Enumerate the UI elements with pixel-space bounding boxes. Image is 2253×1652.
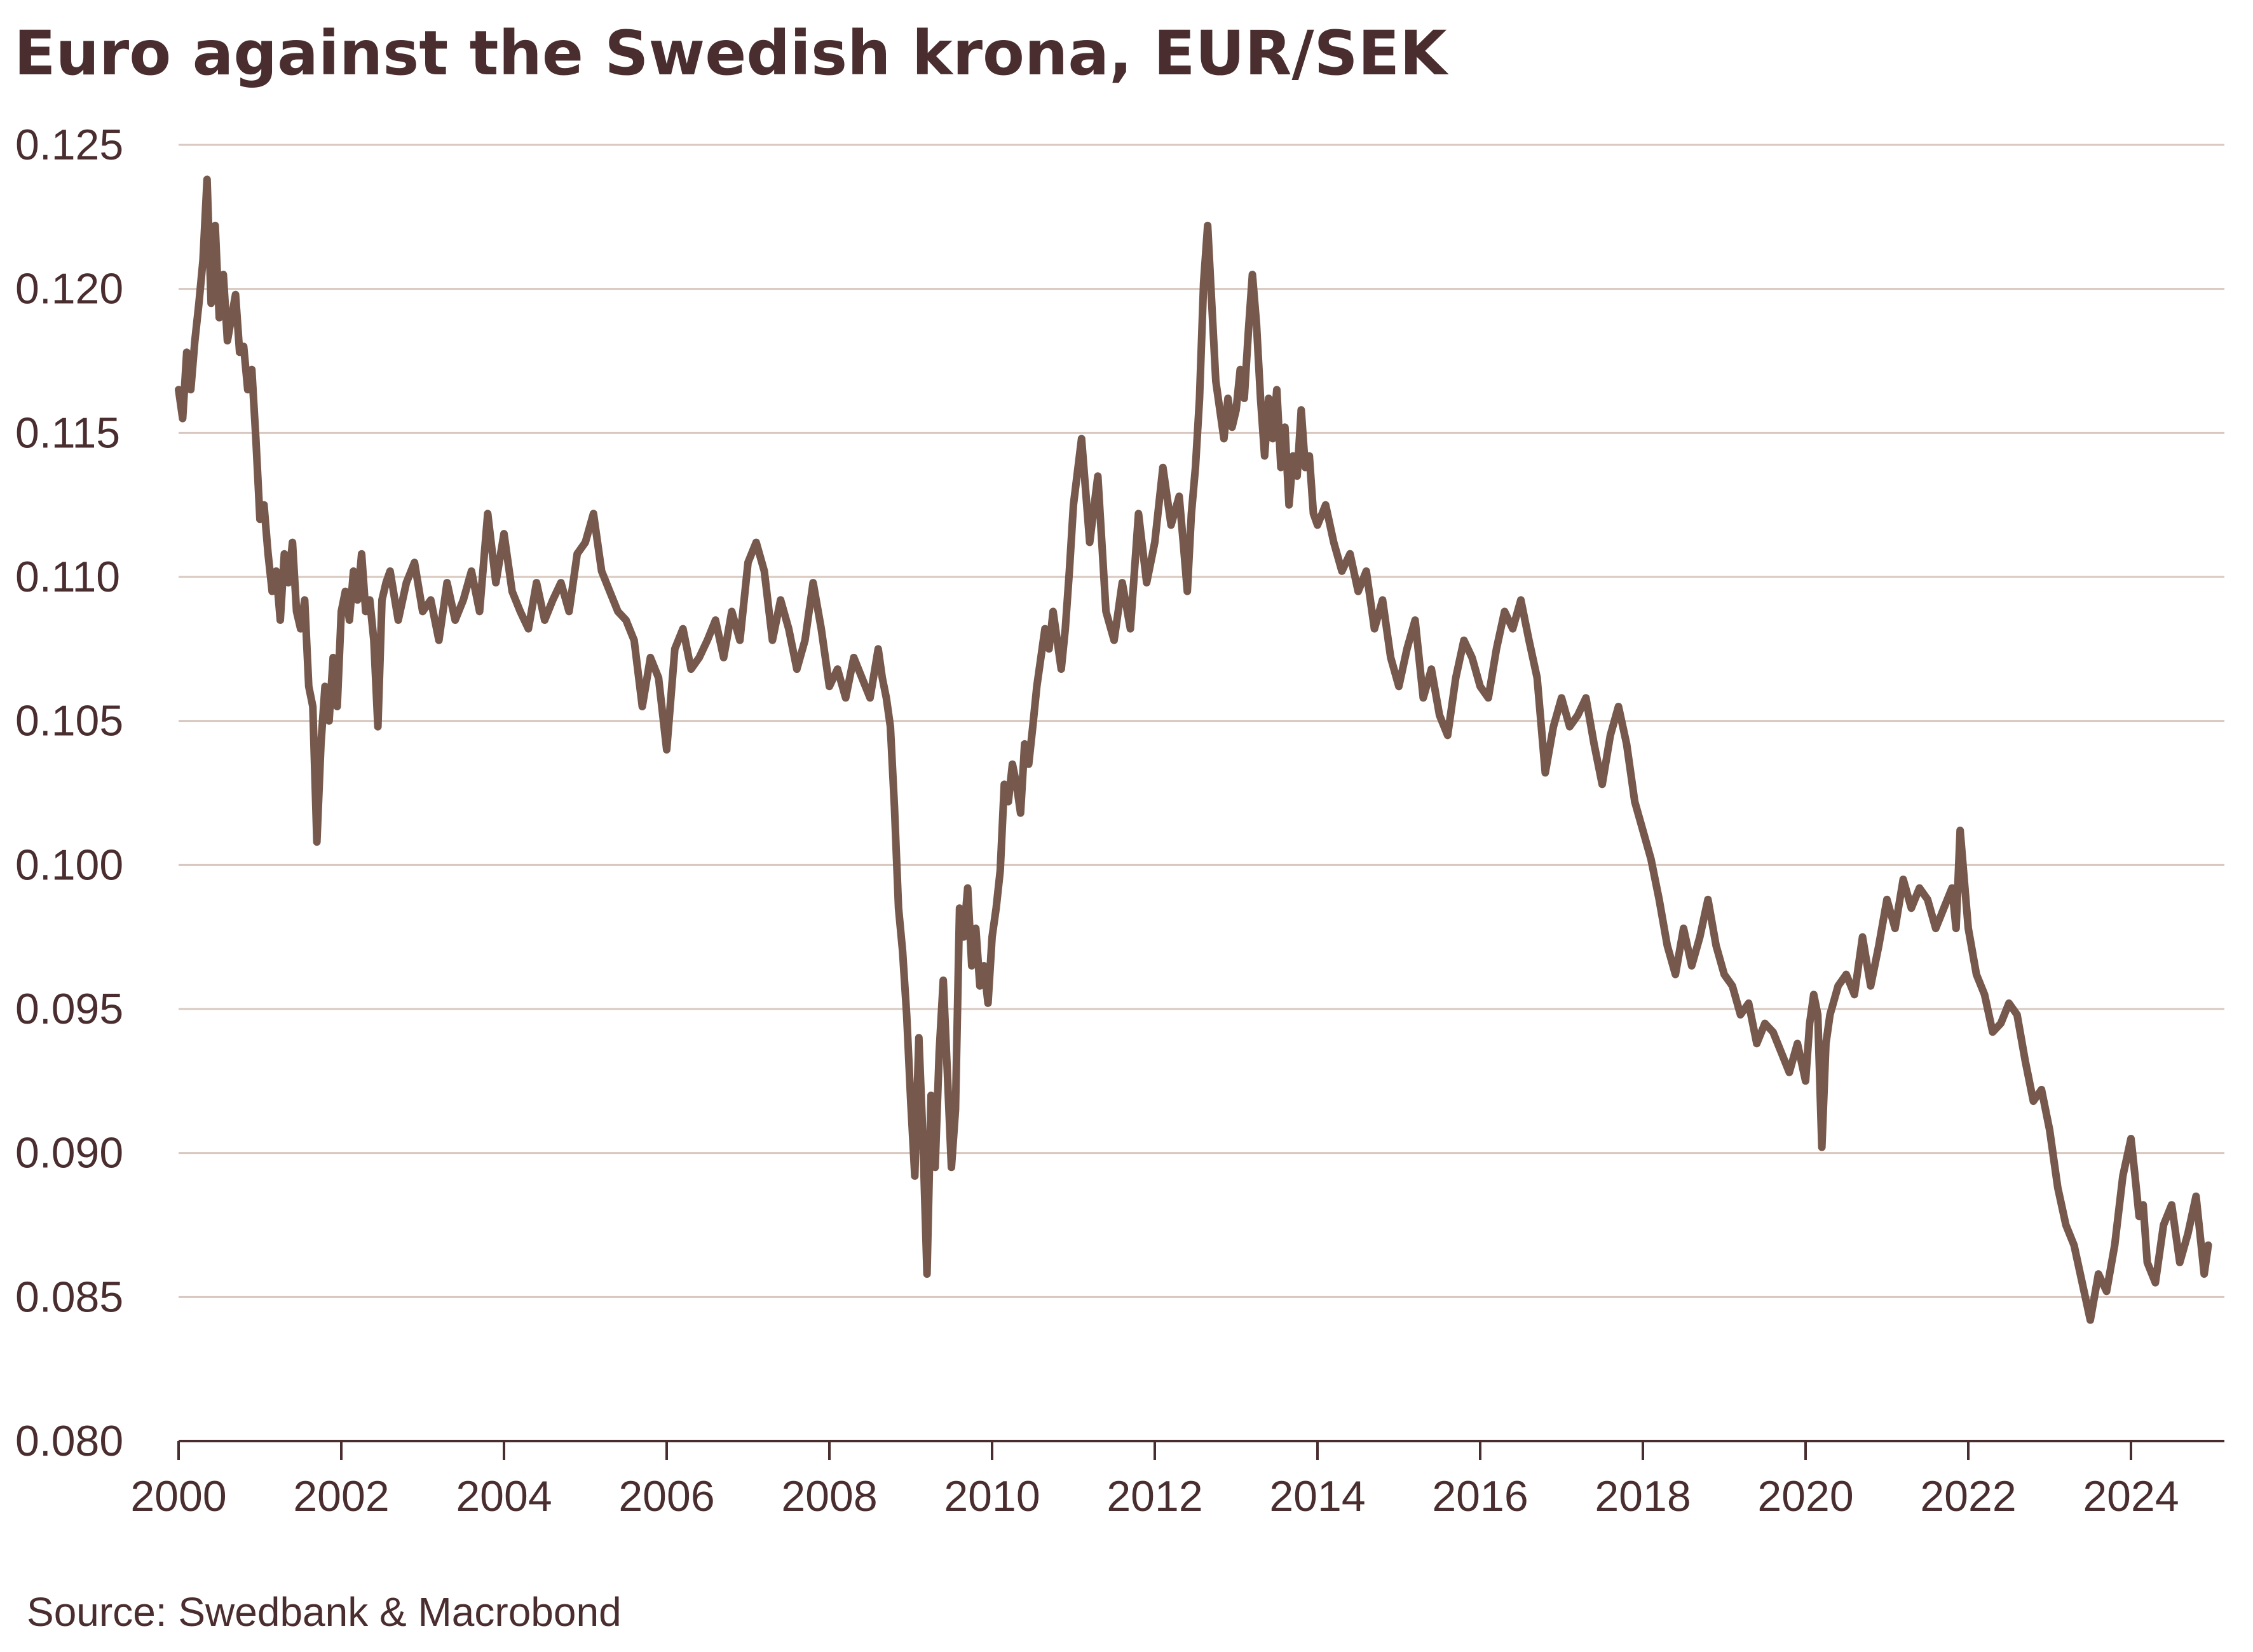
source-note: Source: Swedbank & Macrobond (27, 1589, 622, 1635)
gridlines (179, 144, 2224, 1442)
x-tick-label: 2008 (781, 1472, 877, 1520)
y-tick-label: 0.090 (15, 1129, 123, 1177)
y-tick-label: 0.105 (15, 697, 123, 745)
y-tick-label: 0.080 (15, 1417, 123, 1465)
y-tick-label: 0.100 (15, 841, 123, 889)
y-tick-label: 0.115 (15, 409, 120, 457)
y-axis-tick-labels: 0.080 0.085 0.090 0.095 0.100 0.105 0.110 0.115… (15, 121, 123, 1465)
x-tick-label: 2010 (944, 1472, 1040, 1520)
x-tick-label: 2012 (1106, 1472, 1202, 1520)
y-tick-label: 0.085 (15, 1273, 123, 1321)
x-tick-label: 2016 (1432, 1472, 1528, 1520)
y-tick-label: 0.110 (15, 553, 120, 601)
series-line-0 (175, 175, 2212, 1324)
x-tick-label: 2014 (1269, 1472, 1365, 1520)
x-tick-label: 2002 (293, 1472, 389, 1520)
x-tick-label: 2018 (1595, 1472, 1691, 1520)
x-tick-label: 2000 (130, 1472, 226, 1520)
y-tick-label: 0.120 (15, 265, 123, 313)
chart-title: Euro against the Swedish krona, EUR/SEK (14, 18, 1447, 89)
x-axis-tick-labels: 2000 2002 2004 2006 2008 2010 2012 2014 2016 2018… (130, 1441, 2179, 1520)
x-tick-label: 2024 (2083, 1472, 2179, 1520)
x-tick-label: 2004 (456, 1472, 552, 1520)
x-tick-label: 2022 (1920, 1472, 2016, 1520)
y-tick-label: 0.095 (15, 985, 123, 1033)
x-tick-label: 2006 (618, 1472, 714, 1520)
y-tick-label: 0.125 (15, 121, 123, 169)
x-tick-label: 2020 (1757, 1472, 1853, 1520)
series-layer (175, 175, 2212, 1324)
